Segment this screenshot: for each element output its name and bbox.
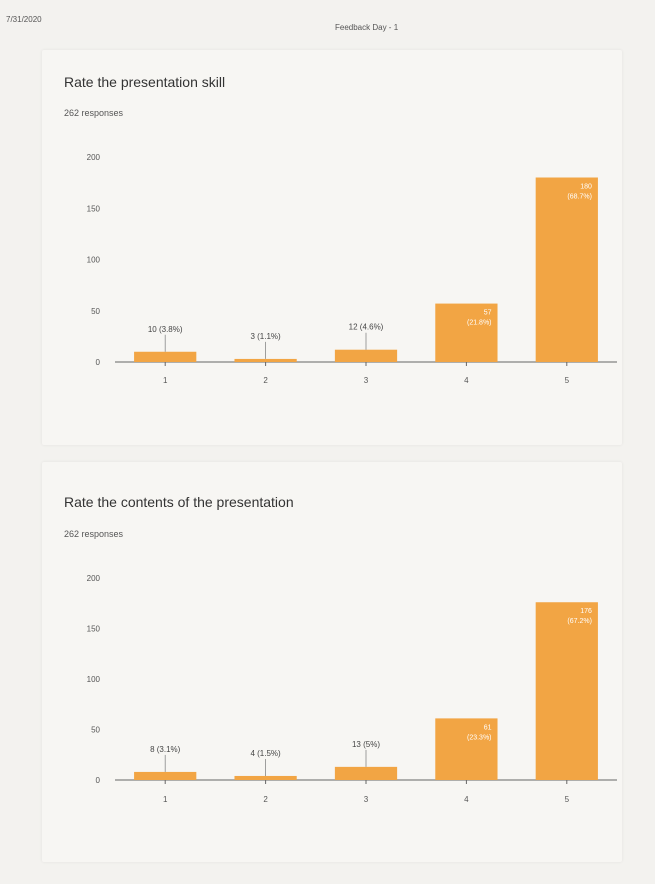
y-tick-label: 0	[96, 358, 101, 367]
bar-3	[334, 349, 398, 362]
question-card-presentation-contents: Rate the contents of the presentation 26…	[42, 462, 622, 862]
bar-5	[535, 177, 598, 362]
x-tick-label: 2	[263, 795, 268, 804]
response-count: 262 responses	[64, 529, 124, 539]
data-label: 12 (4.6%)	[349, 323, 384, 332]
y-tick-label: 50	[91, 726, 100, 735]
bar-2	[234, 775, 297, 780]
y-tick-label: 150	[87, 204, 101, 213]
data-label: 8 (3.1%)	[150, 745, 181, 754]
data-label: (67.2%)	[567, 618, 592, 625]
y-tick-label: 100	[87, 675, 101, 684]
x-tick-label: 2	[263, 376, 268, 385]
bar-1	[134, 351, 197, 362]
bar-2	[234, 358, 297, 362]
x-tick-label: 5	[565, 376, 570, 385]
y-tick-label: 0	[96, 776, 101, 785]
form-title: Feedback Day - 1	[335, 23, 399, 32]
data-label: 4 (1.5%)	[250, 749, 281, 758]
bar-chart-presentation-contents: 0 50 100 150 200 1 8 (3.1%) 2 4 (1.5%) 3 13 (5%) 4 6…	[87, 574, 617, 804]
x-tick-label: 1	[163, 376, 168, 385]
y-tick-label: 100	[87, 256, 101, 265]
data-label: 57	[484, 310, 492, 317]
print-date: 7/31/2020	[6, 15, 42, 24]
x-tick-label: 4	[464, 376, 469, 385]
bar-5	[535, 602, 598, 780]
x-tick-label: 3	[364, 376, 369, 385]
data-label: 176	[580, 608, 592, 615]
bar-4	[435, 718, 498, 780]
data-label: 13 (5%)	[352, 740, 380, 749]
data-label: (21.8%)	[467, 320, 492, 327]
bar-chart-presentation-skill: 0 50 100 150 200 1 10 (3.8%) 2 3 (1.1%) 3 12 (4.6%…	[87, 153, 617, 385]
data-label: 180	[580, 184, 592, 191]
data-label: 10 (3.8%)	[148, 325, 183, 334]
question-card-presentation-skill: Rate the presentation skill 262 response…	[42, 50, 622, 445]
data-label: 61	[484, 724, 492, 731]
x-tick-label: 3	[364, 795, 369, 804]
bar-4	[435, 303, 498, 362]
data-label: (23.3%)	[467, 734, 492, 741]
bar-1	[134, 771, 197, 780]
x-tick-label: 1	[163, 795, 168, 804]
question-title: Rate the contents of the presentation	[64, 494, 294, 510]
question-title: Rate the presentation skill	[64, 74, 226, 90]
data-label: (68.7%)	[567, 194, 592, 201]
y-tick-label: 50	[91, 307, 100, 316]
y-tick-label: 200	[87, 574, 101, 583]
page-header: 7/31/2020 Feedback Day - 1	[0, 0, 655, 40]
y-tick-label: 150	[87, 625, 101, 634]
x-tick-label: 4	[464, 795, 469, 804]
x-tick-label: 5	[565, 795, 570, 804]
bar-3	[334, 766, 398, 780]
response-count: 262 responses	[64, 108, 124, 118]
y-tick-label: 200	[87, 153, 101, 162]
data-label: 3 (1.1%)	[250, 332, 281, 341]
